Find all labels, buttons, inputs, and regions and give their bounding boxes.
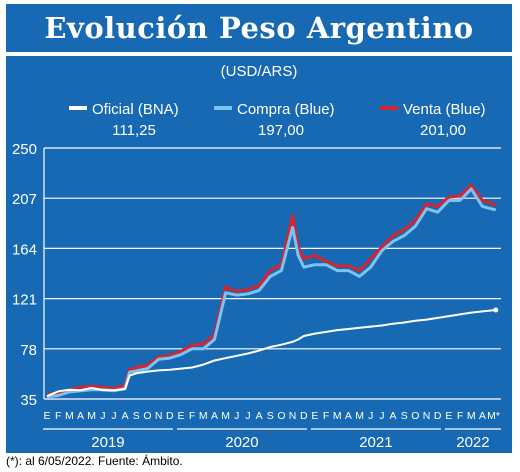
x-tick-label-25: E	[311, 410, 318, 422]
x-tick-label-27: M	[333, 410, 342, 422]
year-label-1: 2019	[91, 434, 124, 451]
x-tick-label-30: J	[368, 410, 373, 422]
x-tick-label-34: O	[411, 410, 419, 422]
y-tick-label-1: 250	[12, 141, 37, 158]
x-tick-label-29: M	[355, 410, 364, 422]
x-tick-label-14: F	[189, 410, 195, 422]
x-tick-label-31: J	[379, 410, 384, 422]
x-tick-label-38: F	[457, 410, 463, 422]
x-tick-label-3: M	[65, 410, 74, 422]
year-label-3: 2021	[359, 434, 392, 451]
x-tick-label-5: M	[87, 410, 96, 422]
line-chart: (USD/ARS) Oficial (BNA) 111,25 Compra (Blue…	[12, 63, 501, 451]
legend-label-2: Compra (Blue)	[237, 101, 335, 118]
x-tick-label-23: N	[289, 410, 297, 422]
year-label-2: 2020	[225, 434, 258, 451]
x-tick-label-24: D	[300, 410, 308, 422]
x-tick-label-18: J	[234, 410, 239, 422]
year-label-4: 2022	[456, 434, 489, 451]
x-tick-label-10: O	[143, 410, 151, 422]
y-tick-label-4: 121	[12, 292, 37, 309]
x-tick-label-8: A	[122, 410, 129, 422]
x-tick-label-1: E	[43, 410, 50, 422]
x-tick-label-22: O	[277, 410, 285, 422]
x-tick-label-19: J	[245, 410, 250, 422]
x-tick-label-32: A	[390, 410, 397, 422]
unit-label: (USD/ARS)	[221, 63, 298, 80]
x-tick-label-41: M*	[487, 410, 500, 422]
x-tick-label-13: E	[177, 410, 184, 422]
x-tick-label-28: A	[345, 410, 352, 422]
footnote: (*): al 6/05/2022. Fuente: Ámbito.	[6, 454, 183, 468]
y-tick-label-6: 35	[20, 392, 37, 409]
x-tick-label-26: F	[323, 410, 329, 422]
legend-value-3: 201,00	[420, 122, 466, 139]
x-tick-label-40: A	[479, 410, 486, 422]
x-tick-label-9: S	[133, 410, 140, 422]
x-tick-label-4: A	[77, 410, 84, 422]
y-tick-label-5: 78	[20, 342, 37, 359]
y-tick-label-3: 164	[12, 241, 37, 258]
x-tick-label-17: M	[221, 410, 230, 422]
x-tick-label-33: S	[401, 410, 408, 422]
legend-value-1: 111,25	[112, 122, 156, 139]
legend-value-2: 197,00	[258, 122, 304, 139]
chart-panel: (USD/ARS) Oficial (BNA) 111,25 Compra (Blue…	[6, 56, 512, 453]
y-tick-label-2: 207	[12, 191, 37, 208]
x-tick-label-7: J	[111, 410, 116, 422]
legend-label-1: Oficial (BNA)	[92, 101, 179, 118]
series-line-oficial-bna	[46, 309, 496, 398]
x-tick-label-12: D	[166, 410, 174, 422]
x-tick-label-6: J	[100, 410, 105, 422]
x-tick-label-2: F	[55, 410, 61, 422]
x-tick-label-36: D	[434, 410, 442, 422]
series-line-venta-blue	[46, 183, 497, 396]
x-tick-label-15: M	[199, 410, 208, 422]
x-tick-label-35: N	[423, 410, 431, 422]
x-tick-label-16: A	[211, 410, 218, 422]
x-tick-label-37: E	[445, 410, 452, 422]
series-line-compra-blue	[46, 187, 497, 399]
x-tick-label-39: M	[467, 410, 476, 422]
x-tick-label-21: S	[267, 410, 274, 422]
chart-title: Evolución Peso Argentino	[6, 4, 512, 52]
x-tick-label-20: A	[256, 410, 263, 422]
x-tick-label-11: N	[155, 410, 163, 422]
oficial-end-marker	[493, 307, 499, 313]
legend-label-3: Venta (Blue)	[403, 101, 486, 118]
